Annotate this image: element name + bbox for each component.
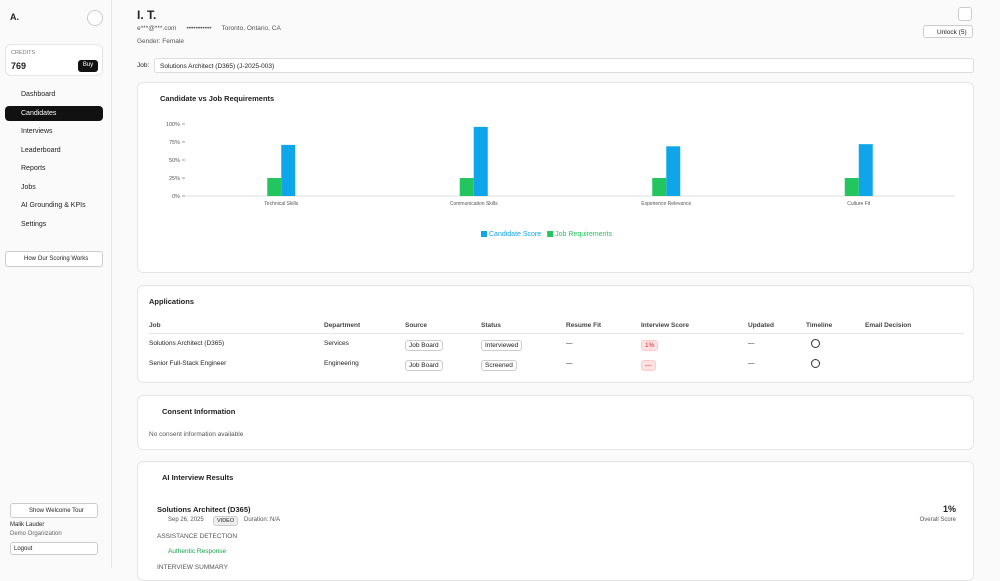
- legend-swatch: [547, 231, 554, 237]
- assistance-heading: ASSISTANCE DETECTION: [157, 533, 238, 540]
- job-select[interactable]: Solutions Architect (D365) (J-2025-003): [154, 58, 974, 73]
- logo: A.: [10, 12, 19, 22]
- unlock-button[interactable]: Unlock (5): [923, 25, 973, 38]
- bar: [652, 178, 667, 196]
- x-tick-label: Culture Fit: [847, 201, 871, 207]
- cell: —: [641, 360, 656, 371]
- interview-medium: VIDEO: [213, 516, 239, 526]
- nav-item[interactable]: Reports: [21, 165, 46, 172]
- bar: [858, 144, 873, 196]
- buy-button[interactable]: Buy: [78, 60, 98, 72]
- credits-label: CREDITS: [11, 50, 36, 56]
- nav-item[interactable]: Interviews: [21, 128, 53, 135]
- cell: —: [748, 360, 755, 367]
- bar: [281, 144, 296, 196]
- nav-item[interactable]: Dashboard: [21, 91, 56, 98]
- y-tick-label: 75%: [169, 140, 180, 146]
- bar: [267, 178, 282, 196]
- consent-text: No consent information available: [149, 431, 244, 438]
- overall-score: 1%: [942, 504, 956, 514]
- legend-swatch: [481, 231, 487, 237]
- overall-score-label: Overall Score: [919, 517, 956, 523]
- cell: Job Board: [405, 360, 443, 371]
- column-header: Interview Score: [641, 322, 690, 329]
- job-label: Job:: [137, 62, 150, 69]
- bar: [844, 178, 859, 196]
- timeline-button[interactable]: [811, 359, 820, 368]
- column-header: Timeline: [806, 322, 833, 329]
- interview-duration: Duration: N/A: [244, 517, 281, 523]
- cell: Senior Full-Stack Engineer: [149, 360, 227, 367]
- cell: 1%: [641, 340, 659, 351]
- logout[interactable]: Logout: [10, 542, 98, 555]
- chart: 0% 25% 50% 75% 100% Technical Skills Communica…: [166, 122, 955, 238]
- x-tick-label: Technical Skills: [264, 201, 298, 207]
- candidate-name: I. T.: [137, 8, 157, 22]
- org-name: Demo Organization: [10, 531, 62, 537]
- location: Toronto, Ontario, CA: [221, 25, 281, 32]
- credits-card: CREDITS 769 Buy: [5, 44, 103, 76]
- interview-title: AI Interview Results: [162, 473, 234, 482]
- cell: —: [748, 340, 755, 347]
- contact: e***@***.com ••••••••••• Toronto, Ontari…: [137, 25, 281, 32]
- y-tick-label: 100%: [166, 122, 180, 128]
- theme-toggle[interactable]: [87, 10, 103, 26]
- cell: Job Board: [405, 340, 443, 351]
- column-header: Department: [324, 322, 361, 329]
- credits: 769: [11, 61, 27, 71]
- cell: Screened: [481, 360, 517, 371]
- email: e***@***.com: [137, 25, 177, 32]
- bar: [459, 178, 474, 196]
- authentic-response: Authentic Response: [168, 548, 227, 555]
- bar: [666, 146, 681, 196]
- interview-card: AI Interview Results Solutions Architect…: [137, 461, 974, 581]
- x-tick-label: Communication Skills: [450, 201, 498, 207]
- interview-job: Solutions Architect (D365): [157, 505, 251, 514]
- applications-title: Applications: [149, 297, 195, 306]
- y-tick-label: 50%: [169, 158, 180, 164]
- y-tick-label: 25%: [169, 176, 180, 182]
- sidebar: A. CREDITS 769 Buy Dashboard Candidates In…: [0, 0, 112, 568]
- x-tick-label: Experience Relevance: [641, 201, 691, 207]
- applications-card: Applications Job Department Source Status Re…: [137, 285, 974, 383]
- column-header: Email Decision: [865, 322, 912, 329]
- interview-date: Sep 26, 2025: [168, 517, 204, 523]
- cell: —: [566, 360, 573, 367]
- legend-label: Job Requirements: [555, 231, 612, 238]
- nav-item[interactable]: Jobs: [21, 183, 36, 191]
- cell: Interviewed: [481, 340, 523, 351]
- nav-item[interactable]: Settings: [21, 220, 47, 228]
- cell: Engineering: [324, 360, 359, 367]
- cell: Services: [324, 340, 349, 347]
- column-header: Job: [149, 322, 161, 329]
- nav-item[interactable]: AI Grounding & KPIs: [21, 202, 86, 209]
- nav-item[interactable]: Leaderboard: [21, 146, 61, 154]
- column-header: Source: [405, 322, 428, 329]
- divider: [149, 333, 964, 334]
- column-header: Status: [481, 322, 501, 329]
- scoring-button[interactable]: How Our Scoring Works: [5, 251, 103, 267]
- column-header: Resume Fit: [566, 322, 602, 329]
- user-name: Malik Lauder: [10, 522, 45, 528]
- y-tick-label: 0%: [172, 194, 180, 200]
- tour-button[interactable]: Show Welcome Tour: [10, 503, 98, 518]
- cell: —: [566, 340, 573, 347]
- bar: [473, 126, 488, 196]
- timeline-button[interactable]: [811, 339, 820, 348]
- nav-item[interactable]: Candidates: [5, 105, 103, 121]
- chart-card: Candidate vs Job Requirements: [137, 82, 974, 273]
- help-button[interactable]: [958, 7, 972, 21]
- legend-label: Candidate Score: [489, 231, 541, 238]
- page: A. CREDITS 769 Buy Dashboard Candidates In…: [0, 0, 974, 581]
- cell: Solutions Architect (D365): [149, 340, 225, 347]
- phone: •••••••••••: [186, 25, 212, 32]
- chart-card-title: Candidate vs Job Requirements: [160, 94, 275, 103]
- consent-card: Consent Information No consent informati…: [137, 395, 974, 450]
- consent-title: Consent Information: [162, 407, 236, 416]
- column-header: Updated: [748, 322, 774, 329]
- gender: Gender: Female: [137, 38, 184, 45]
